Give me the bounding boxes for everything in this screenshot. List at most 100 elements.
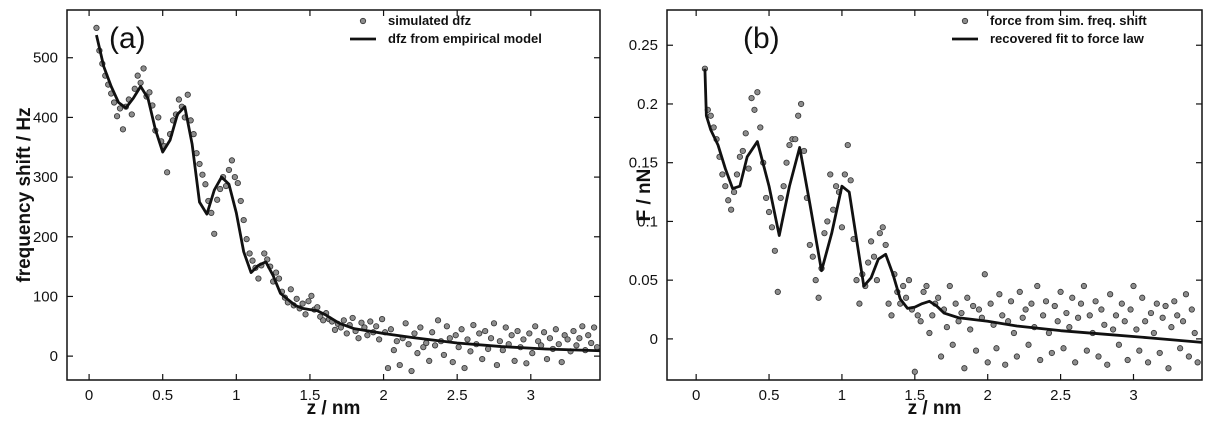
- data-point: [208, 209, 215, 217]
- data-point: [234, 179, 241, 187]
- data-point: [935, 294, 942, 301]
- x-axis-label: z / nm: [908, 398, 962, 416]
- data-point: [824, 218, 831, 225]
- data-point: [1130, 282, 1137, 290]
- data-point: [1142, 318, 1149, 325]
- data-point: [1063, 309, 1070, 317]
- data-point: [1013, 353, 1020, 360]
- data-point: [1069, 294, 1076, 301]
- data-point: [937, 353, 945, 360]
- data-point: [911, 368, 918, 375]
- data-point: [417, 324, 424, 331]
- data-point: [302, 311, 309, 318]
- data-point: [231, 173, 238, 181]
- data-point: [470, 321, 477, 329]
- data-point: [943, 324, 950, 331]
- data-point: [499, 347, 506, 354]
- data-point: [452, 332, 459, 339]
- data-point: [1127, 306, 1134, 313]
- data-point: [140, 65, 147, 72]
- data-point: [1191, 329, 1198, 337]
- data-point: [838, 224, 846, 231]
- data-point: [414, 350, 421, 357]
- data-point: [841, 171, 848, 178]
- data-point: [496, 338, 503, 345]
- data-point: [812, 277, 819, 284]
- data-point: [964, 294, 971, 301]
- data-point: [588, 339, 595, 347]
- x-tick-label: 2.5: [1050, 387, 1071, 404]
- data-point: [275, 275, 283, 282]
- data-point: [423, 339, 430, 347]
- data-point: [585, 332, 592, 339]
- data-point: [754, 89, 761, 96]
- x-tick-label: 3: [527, 387, 535, 404]
- data-point: [514, 327, 521, 335]
- data-point: [482, 327, 489, 335]
- data-point: [917, 318, 924, 325]
- data-point: [1136, 347, 1143, 354]
- data-point: [202, 181, 209, 188]
- data-point: [900, 282, 907, 290]
- data-point: [113, 113, 121, 120]
- data-point: [1153, 300, 1160, 307]
- data-point: [1156, 349, 1163, 357]
- data-point: [786, 141, 793, 149]
- x-tick-label: 1.5: [300, 387, 321, 404]
- data-point: [870, 253, 878, 260]
- legend-marker-swatch: [961, 17, 969, 25]
- data-point: [867, 238, 875, 245]
- data-point: [1002, 361, 1009, 368]
- panel-b: 0 0.5 1 1.5 2 2.5 3 0 0.05 0.1 0.15 0.2 0.25 z / nm F …: [629, 9, 1203, 419]
- data-point: [246, 250, 253, 257]
- x-tick-label: 2: [984, 387, 992, 404]
- data-point: [184, 91, 191, 98]
- data-point: [865, 259, 872, 266]
- data-point: [1092, 298, 1099, 305]
- data-point: [134, 72, 141, 79]
- data-point: [484, 345, 492, 353]
- y-tick-label: 0: [50, 348, 58, 365]
- y-tick-label: 400: [33, 109, 58, 126]
- x-tick-label: 0.5: [759, 387, 780, 404]
- data-point: [975, 306, 983, 313]
- data-point: [532, 323, 539, 330]
- data-point: [378, 316, 386, 323]
- data-point: [164, 169, 171, 176]
- data-point: [993, 345, 1000, 352]
- data-point: [555, 341, 562, 348]
- data-point: [1037, 356, 1044, 364]
- data-point: [765, 208, 773, 216]
- y-tick-label: 0.2: [637, 96, 658, 113]
- data-point: [987, 300, 994, 307]
- x-axis-label: z / nm: [307, 398, 361, 416]
- x-tick-label: 1: [838, 387, 846, 404]
- data-point: [446, 335, 453, 342]
- data-point: [757, 124, 764, 131]
- data-point: [411, 330, 418, 337]
- data-point: [780, 183, 787, 190]
- data-point: [902, 294, 910, 301]
- data-point: [815, 294, 822, 301]
- data-point: [1144, 359, 1152, 366]
- data-point: [1074, 314, 1082, 321]
- data-point: [981, 271, 988, 278]
- data-point: [93, 24, 100, 32]
- data-point: [876, 230, 883, 237]
- x-tick-label: 1.5: [904, 387, 925, 404]
- data-point: [535, 338, 542, 345]
- data-point: [287, 286, 294, 293]
- data-point: [748, 94, 755, 102]
- data-point: [885, 300, 892, 307]
- data-point: [552, 326, 559, 333]
- data-point: [564, 336, 571, 343]
- data-point: [511, 357, 518, 365]
- data-point: [493, 361, 501, 369]
- plot-frame: [66, 9, 601, 381]
- data-point: [853, 277, 860, 284]
- data-point: [722, 183, 729, 190]
- data-point: [331, 326, 339, 333]
- data-point: [707, 112, 714, 119]
- data-point: [546, 335, 554, 342]
- data-point: [476, 330, 483, 337]
